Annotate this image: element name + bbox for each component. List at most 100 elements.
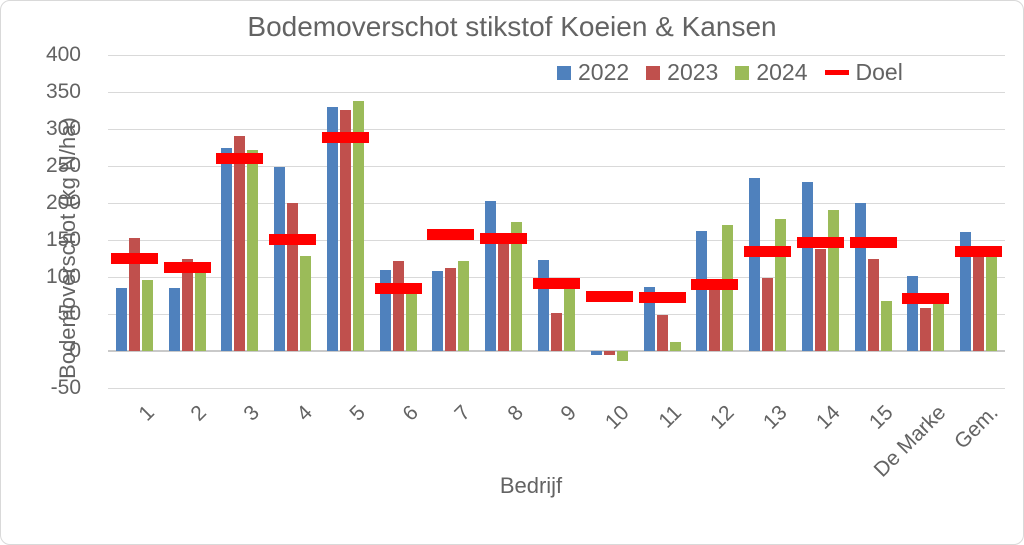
gridline — [108, 92, 1005, 93]
bar-2023-De Marke — [920, 308, 932, 351]
y-tick-label: 50 — [57, 302, 81, 325]
doel-marker-4 — [269, 233, 317, 245]
gridline — [108, 277, 1005, 278]
gridline — [108, 55, 1005, 56]
doel-marker-13 — [744, 246, 792, 258]
bar-2022-3 — [221, 147, 233, 351]
x-tick-label: 1 — [134, 401, 159, 426]
bar-2024-15 — [880, 300, 892, 351]
bar-2022-De Marke — [907, 276, 919, 351]
bar-2022-9 — [538, 259, 549, 351]
legend-item-Doel: Doel — [824, 59, 903, 86]
legend-square-icon — [557, 65, 571, 80]
x-axis-title: Bedrijf — [499, 473, 563, 498]
y-tick-label: 150 — [45, 228, 81, 251]
legend-label: 2022 — [578, 59, 630, 85]
bar-2024-9 — [564, 288, 575, 351]
bar-2023-11 — [656, 314, 668, 351]
bar-2023-Gem. — [973, 249, 985, 351]
gridline — [108, 129, 1005, 130]
y-tick-label: 350 — [45, 80, 81, 103]
bar-2022-7 — [432, 271, 444, 351]
legend-dash-icon — [824, 70, 849, 75]
bar-2023-5 — [339, 109, 351, 351]
x-tick-label: Gem. — [950, 401, 1003, 454]
bar-2022-8 — [485, 200, 497, 351]
bar-2022-4 — [274, 166, 286, 351]
y-tick-label: -50 — [50, 376, 81, 399]
bar-2024-8 — [511, 221, 523, 351]
x-tick-label: 10 — [600, 401, 634, 434]
bar-2023-2 — [181, 259, 193, 351]
doel-marker-De Marke — [902, 292, 950, 304]
doel-marker-11 — [638, 292, 686, 304]
bar-2022-14 — [801, 182, 813, 351]
y-tick-label: 250 — [45, 154, 81, 177]
bar-2023-10 — [603, 351, 615, 355]
x-tick-label: 2 — [186, 401, 212, 426]
bar-2022-1 — [115, 288, 127, 351]
doel-marker-10 — [585, 290, 633, 302]
y-axis-title: Bodemoverschot (kg N/ha) — [55, 117, 80, 379]
bar-2024-4 — [300, 256, 312, 351]
bar-2023-3 — [234, 136, 246, 351]
doel-marker-3 — [216, 153, 264, 165]
doel-marker-Gem. — [955, 246, 1003, 258]
legend-item-2024: 2024 — [735, 59, 808, 86]
doel-marker-12 — [691, 278, 739, 290]
doel-marker-14 — [796, 237, 844, 249]
bar-2023-7 — [445, 268, 457, 351]
bar-2024-De Marke — [933, 303, 945, 351]
legend-label: 2024 — [756, 59, 808, 85]
bar-2022-10 — [590, 351, 602, 355]
doel-marker-8 — [480, 233, 528, 245]
x-tick-label: 11 — [654, 401, 687, 433]
bar-2024-1 — [141, 279, 153, 351]
x-tick-label: 6 — [397, 401, 423, 426]
bar-2024-7 — [458, 260, 470, 351]
doel-marker-15 — [849, 237, 897, 249]
x-tick-label: 8 — [503, 401, 529, 426]
y-tick-label: 0 — [69, 339, 81, 362]
bar-2024-14 — [827, 210, 839, 351]
x-tick-label: 14 — [811, 401, 845, 434]
doel-marker-2 — [163, 261, 211, 273]
bar-2023-13 — [762, 278, 774, 351]
y-tick-label: 100 — [45, 265, 81, 288]
y-tick-label: 400 — [45, 43, 81, 66]
legend-item-2023: 2023 — [646, 59, 718, 86]
legend: 2022 2023 2024 Doel — [551, 57, 909, 88]
bar-2024-2 — [194, 271, 206, 351]
bar-2023-14 — [814, 248, 826, 351]
y-tick-label: 300 — [45, 117, 81, 140]
bar-2024-Gem. — [986, 252, 998, 351]
x-axis-line — [108, 350, 1005, 352]
x-tick-label: 5 — [345, 401, 370, 426]
doel-marker-5 — [321, 132, 369, 144]
chart-title: Bodemoverschot stikstof Koeien & Kansen — [247, 11, 777, 42]
legend-item-2022: 2022 — [557, 59, 629, 86]
bar-2024-13 — [775, 219, 787, 351]
gridline — [108, 388, 1005, 389]
x-tick-label: 12 — [706, 401, 740, 434]
gridline — [108, 166, 1005, 167]
bar-2024-5 — [352, 100, 364, 351]
x-tick-label: 3 — [239, 401, 265, 426]
bar-2023-8 — [498, 240, 510, 351]
bar-2023-12 — [709, 284, 721, 351]
bar-2022-12 — [696, 231, 708, 351]
bar-2022-2 — [168, 288, 180, 351]
bar-2022-11 — [643, 286, 655, 351]
bar-2023-6 — [392, 260, 404, 351]
bar-2024-10 — [616, 351, 628, 361]
doel-marker-7 — [427, 229, 475, 241]
bar-2022-15 — [854, 203, 866, 351]
bar-2022-5 — [326, 106, 338, 351]
doel-marker-9 — [533, 278, 580, 290]
bar-2023-9 — [551, 313, 562, 351]
x-tick-label: 9 — [556, 401, 581, 426]
bar-2023-4 — [287, 203, 299, 351]
bar-2022-Gem. — [960, 231, 972, 351]
doel-marker-1 — [110, 253, 158, 264]
bar-2022-13 — [749, 177, 761, 351]
